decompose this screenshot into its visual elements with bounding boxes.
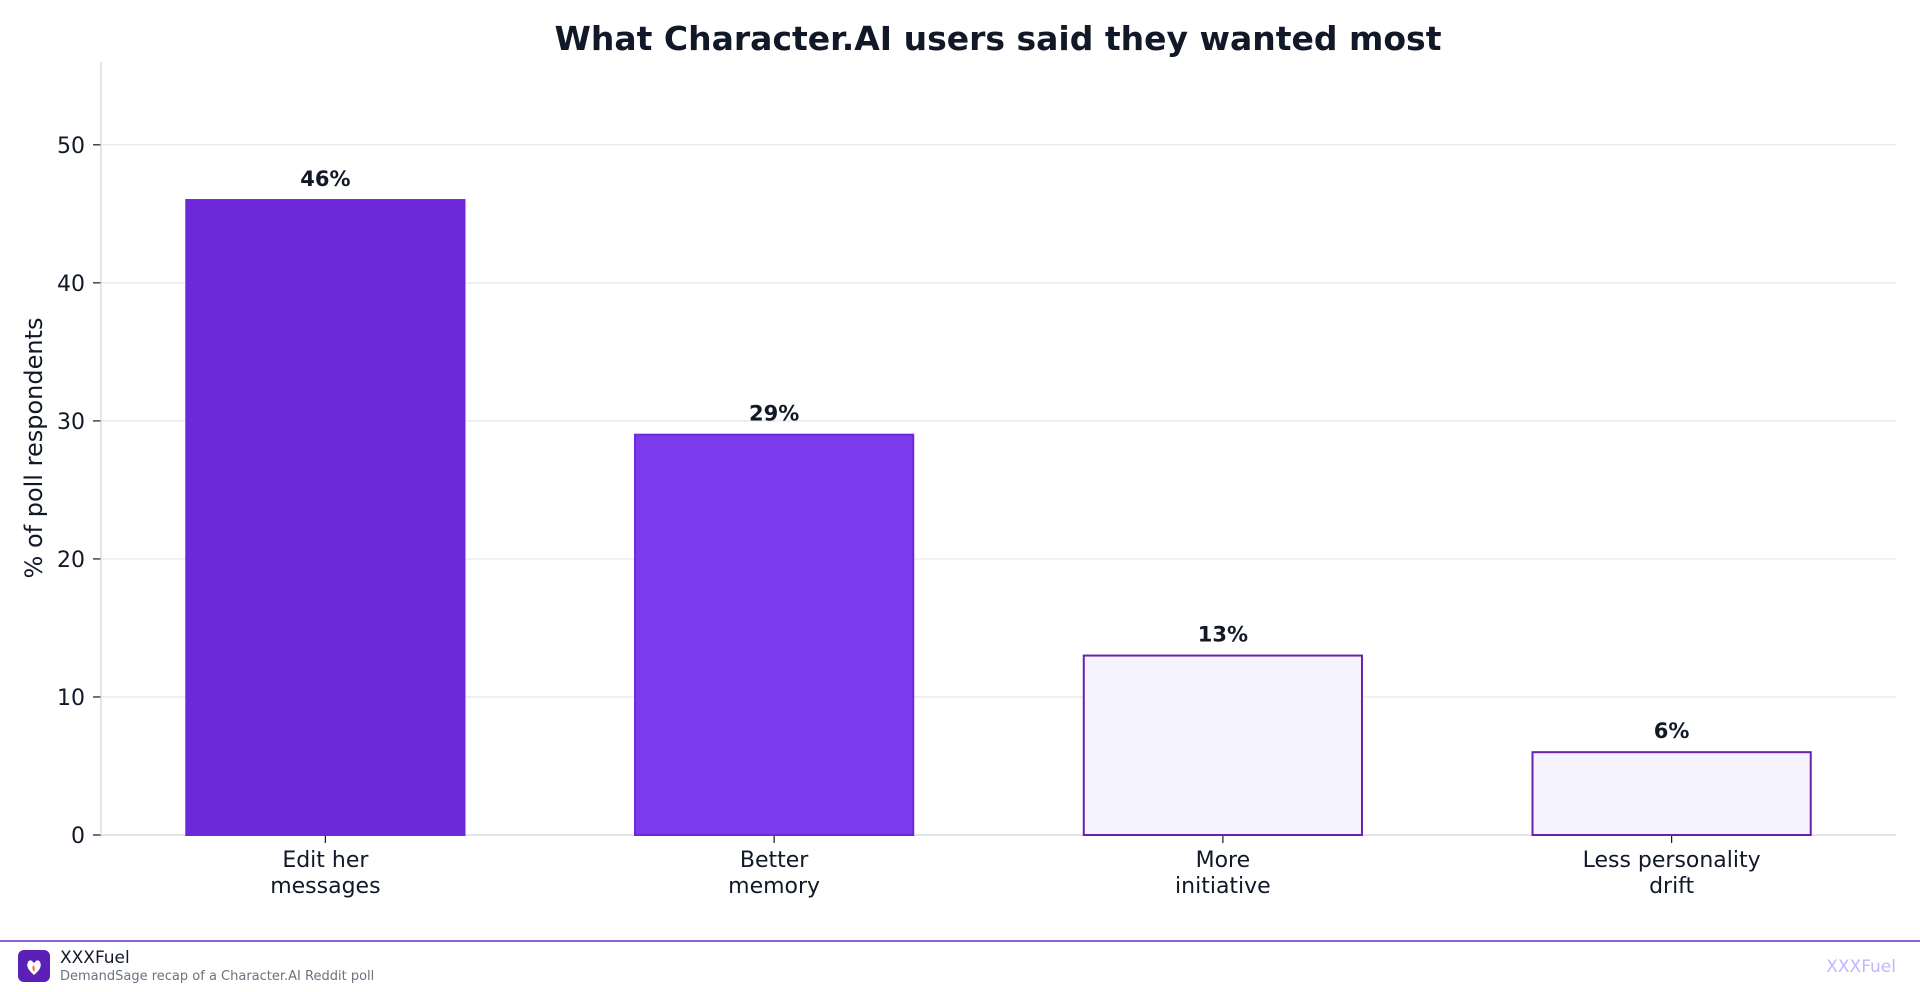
y-tick-label: 0 <box>71 824 85 849</box>
x-tick-label-line: Better <box>740 848 809 873</box>
x-tick-labels: Edit her messages Better memory More initiati… <box>270 848 1760 899</box>
y-tick-labels: 0 10 20 30 40 50 <box>57 134 85 849</box>
bars <box>185 199 1812 837</box>
x-tick-label: Less personality drift <box>1583 848 1761 899</box>
x-tick-label: Better memory <box>728 848 820 899</box>
y-axis-label: % of poll respondents <box>20 318 48 579</box>
x-tick-label-line: Edit her <box>282 848 369 873</box>
y-tick-label: 40 <box>57 272 85 297</box>
bar-value-label: 13% <box>1198 623 1248 647</box>
y-tick-label: 50 <box>57 134 85 159</box>
source-note: DemandSage recap of a Character.AI Reddi… <box>60 969 375 984</box>
y-tick-label: 10 <box>57 686 85 711</box>
x-tick-label-line: drift <box>1649 874 1694 899</box>
brand-name: XXXFuel <box>60 948 130 968</box>
x-tick-label-line: More <box>1196 848 1251 873</box>
bar <box>1531 751 1812 837</box>
footer-divider <box>0 940 1920 942</box>
y-tick-label: 20 <box>57 548 85 573</box>
chart-title: What Character.AI users said they wanted… <box>555 19 1442 58</box>
y-tick-label: 30 <box>57 410 85 435</box>
x-tick-label-line: messages <box>270 874 380 899</box>
brand-watermark: XXXFuel <box>1826 957 1896 977</box>
x-tick-label-line: initiative <box>1175 874 1271 899</box>
bar-value-label: 46% <box>300 167 350 191</box>
flame-heart-icon <box>18 950 50 982</box>
x-tick-label: More initiative <box>1175 848 1271 899</box>
x-tick-label-line: Less personality <box>1583 848 1761 873</box>
bar <box>1082 654 1363 837</box>
x-tick-label-line: memory <box>728 874 820 899</box>
bar <box>634 433 915 836</box>
bar-value-label: 6% <box>1654 719 1690 743</box>
x-tick-label: Edit her messages <box>270 848 380 899</box>
bar <box>185 199 466 837</box>
data-labels: 46% 29% 13% 6% <box>300 167 1689 743</box>
bar-value-label: 29% <box>749 402 799 426</box>
